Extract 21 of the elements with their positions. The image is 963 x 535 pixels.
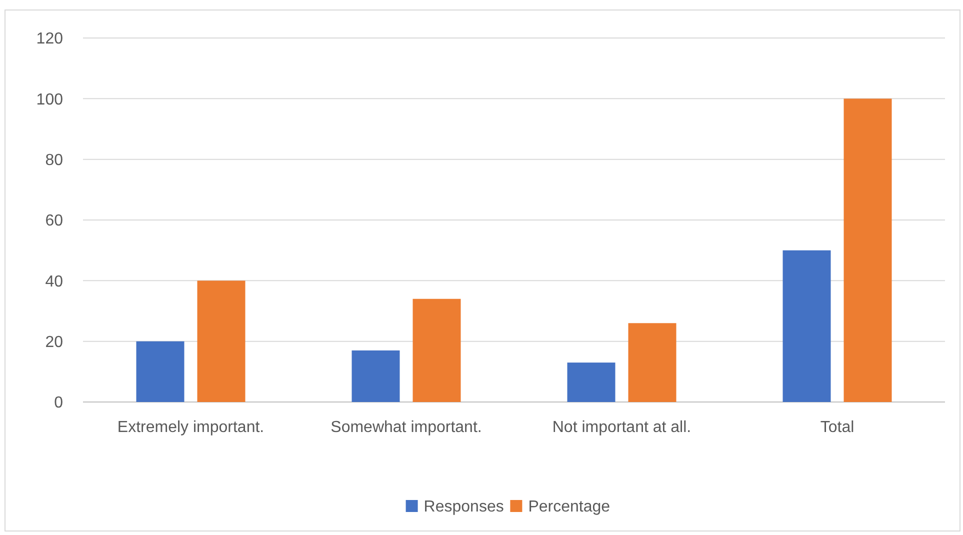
bar (567, 362, 616, 402)
bar (197, 280, 246, 402)
bar (352, 350, 400, 402)
bar (782, 250, 831, 402)
bar (136, 341, 184, 402)
legend-label: Responses (424, 498, 504, 516)
x-tick-label: Somewhat important. (330, 419, 482, 436)
bar (628, 323, 676, 402)
y-tick-label: 60 (45, 212, 64, 230)
x-tick-label: Extremely important. (117, 419, 264, 436)
y-tick-label: 40 (45, 273, 64, 290)
x-tick-label: Total (820, 419, 854, 436)
x-tick-label: Not important at all. (552, 419, 692, 436)
y-tick-label: 0 (54, 394, 64, 412)
bar (412, 298, 461, 402)
bar (844, 98, 892, 402)
y-tick-label: 20 (45, 334, 64, 351)
y-tick-label: 100 (36, 91, 64, 108)
y-tick-label: 80 (45, 152, 64, 169)
legend-label: Percentage (528, 498, 610, 516)
y-tick-label: 120 (36, 30, 64, 48)
